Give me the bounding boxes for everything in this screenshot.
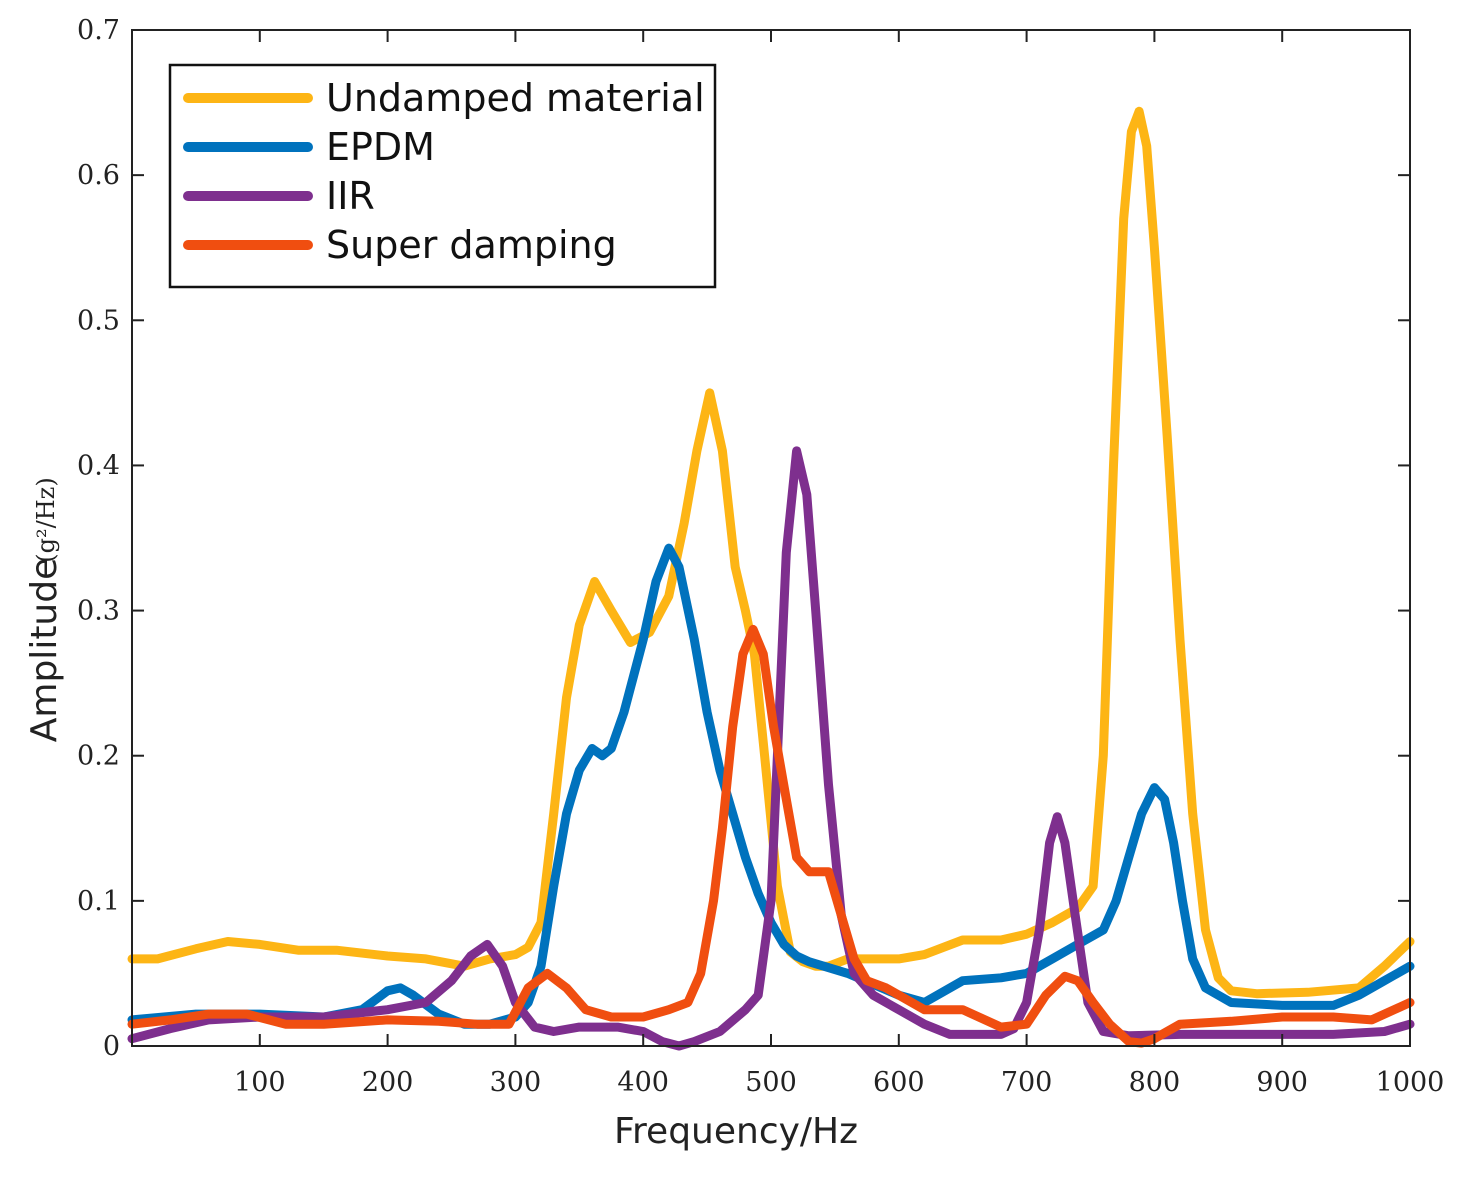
legend-label-0: Undamped material [326, 76, 705, 120]
y-tick-label: 0.5 [77, 305, 120, 336]
x-tick-label: 300 [490, 1067, 542, 1098]
legend-label-2: IIR [326, 174, 375, 218]
y-tick-label: 0.7 [77, 15, 120, 46]
x-tick-label: 800 [1129, 1067, 1181, 1098]
y-tick-label: 0.2 [77, 741, 120, 772]
series-line-2 [127, 446, 1415, 1051]
x-tick-label: 700 [1001, 1067, 1053, 1098]
x-tick-label: 500 [745, 1067, 797, 1098]
y-axis-unit: (g²/Hz) [32, 477, 60, 562]
x-axis-title: Frequency/Hz [614, 1111, 858, 1152]
series-line-3 [127, 624, 1415, 1048]
legend-label-1: EPDM [326, 125, 435, 169]
x-tick-label: 900 [1256, 1067, 1308, 1098]
ticks-layer: 100 200 300 400 500 600 700 800 900 1000 0 0.1 0.2 0.… [77, 15, 1444, 1098]
legend: Undamped material EPDM IIR Super damping [168, 63, 717, 289]
y-axis-title: Amplitude [24, 558, 65, 742]
x-tick-label: 400 [617, 1067, 669, 1098]
x-tick-label: 1000 [1376, 1067, 1445, 1098]
x-tick-label: 600 [873, 1067, 925, 1098]
x-tick-label: 100 [234, 1067, 286, 1098]
y-tick-label: 0.6 [77, 160, 120, 191]
x-tick-label: 200 [362, 1067, 414, 1098]
legend-label-3: Super damping [326, 223, 617, 267]
y-tick-label: 0.4 [77, 450, 120, 481]
series-layer [127, 106, 1415, 1051]
y-tick-label: 0.3 [77, 596, 120, 627]
y-axis-title-group: Amplitude (g²/Hz) [24, 477, 65, 742]
y-tick-label: 0.1 [77, 886, 120, 917]
y-tick-label: 0 [103, 1031, 120, 1062]
